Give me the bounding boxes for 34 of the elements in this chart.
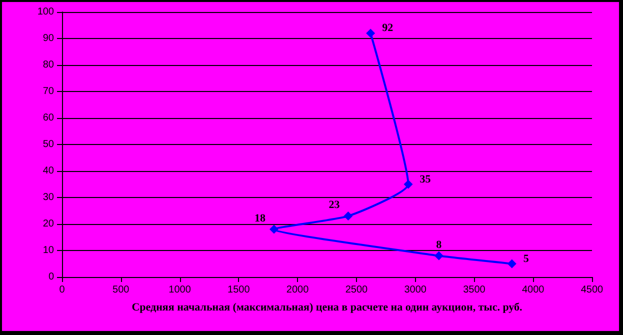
x-axis-title: Средняя начальная (максимальная) цена в расчете на один аукцион, тыс. руб.: [132, 302, 523, 314]
y-tick-label: 0: [48, 272, 54, 282]
y-tick-label: 30: [42, 192, 54, 203]
x-tick-label: 500: [112, 284, 130, 296]
x-tick-label: 3000: [404, 284, 427, 296]
data-label: 92: [382, 22, 394, 34]
y-tick-label: 20: [42, 218, 54, 230]
y-tick-label: 90: [42, 33, 54, 44]
x-tick-label: 1500: [228, 284, 250, 296]
point: [366, 28, 376, 38]
x-tick-label: 4500: [580, 284, 604, 296]
point: [404, 180, 413, 189]
data-label: 35: [420, 173, 432, 186]
data-label: 8: [436, 238, 442, 251]
x-tick-label: 1000: [168, 284, 192, 296]
point: [434, 251, 444, 260]
data-label: 5: [523, 252, 530, 265]
y-tick-label: 100: [37, 6, 54, 18]
data-label: 23: [328, 199, 340, 212]
y-tick-label: 40: [42, 166, 54, 176]
x-tick-label: 2500: [345, 284, 368, 296]
y-tick-label: 80: [42, 60, 54, 70]
y-tick-label: 50: [42, 139, 54, 150]
x-tick-label: 0: [59, 284, 66, 296]
y-tick-label: 10: [42, 245, 54, 256]
point: [270, 224, 278, 234]
x-tick-label: 2000: [286, 284, 310, 296]
y-tick-label: 60: [42, 112, 54, 124]
point: [344, 212, 353, 221]
x-tick-label: 3500: [463, 284, 486, 296]
y-tick-label: 70: [42, 86, 54, 97]
point: [507, 259, 516, 268]
data-label: 18: [254, 212, 266, 224]
x-tick-label: 4000: [522, 284, 545, 296]
